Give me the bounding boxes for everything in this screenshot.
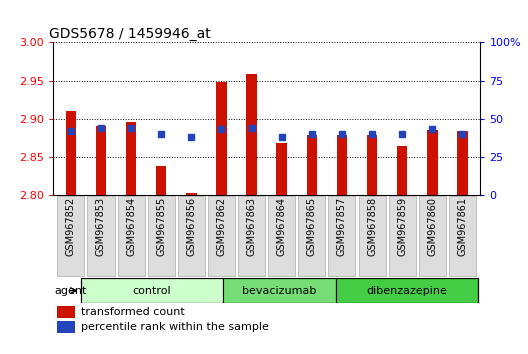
Bar [216,82,227,195]
Text: GSM967865: GSM967865 [307,197,317,256]
Bar [457,131,468,195]
Bar [65,111,76,195]
Text: GDS5678 / 1459946_at: GDS5678 / 1459946_at [49,28,210,41]
Text: GSM967855: GSM967855 [156,197,166,256]
Text: transformed count: transformed count [81,307,184,317]
Bar [367,135,378,195]
Bar [246,74,257,195]
Text: percentile rank within the sample: percentile rank within the sample [81,322,268,332]
Text: control: control [133,286,171,296]
Bar [57,321,75,333]
Bar [126,122,136,195]
FancyBboxPatch shape [359,196,385,276]
Bar [337,135,347,195]
FancyBboxPatch shape [419,196,446,276]
Text: dibenzazepine: dibenzazepine [366,286,447,296]
Text: GSM967852: GSM967852 [66,197,76,256]
Bar [186,193,196,195]
Text: GSM967857: GSM967857 [337,197,347,256]
Text: GSM967861: GSM967861 [457,197,467,256]
Bar [336,278,478,303]
FancyBboxPatch shape [298,196,325,276]
FancyBboxPatch shape [58,196,84,276]
FancyBboxPatch shape [148,196,175,276]
FancyBboxPatch shape [88,196,115,276]
Text: GSM967858: GSM967858 [367,197,377,256]
Bar [81,278,223,303]
FancyBboxPatch shape [178,196,205,276]
Bar [277,143,287,195]
Text: GSM967860: GSM967860 [427,197,437,256]
Text: GSM967863: GSM967863 [247,197,257,256]
Bar [397,146,408,195]
Bar [156,166,166,195]
FancyBboxPatch shape [208,196,235,276]
Bar [57,306,75,318]
Text: GSM967864: GSM967864 [277,197,287,256]
FancyBboxPatch shape [449,196,476,276]
Bar [307,135,317,195]
Bar [96,126,106,195]
FancyBboxPatch shape [118,196,145,276]
FancyBboxPatch shape [389,196,416,276]
FancyBboxPatch shape [238,196,265,276]
Bar [223,278,336,303]
Text: GSM967856: GSM967856 [186,197,196,256]
FancyBboxPatch shape [268,196,295,276]
Text: GSM967853: GSM967853 [96,197,106,256]
Text: agent: agent [54,286,87,296]
Text: GSM967859: GSM967859 [397,197,407,256]
FancyBboxPatch shape [328,196,355,276]
Bar [427,130,438,195]
Text: GSM967862: GSM967862 [216,197,227,256]
Text: GSM967854: GSM967854 [126,197,136,256]
Text: bevacizumab: bevacizumab [242,286,317,296]
